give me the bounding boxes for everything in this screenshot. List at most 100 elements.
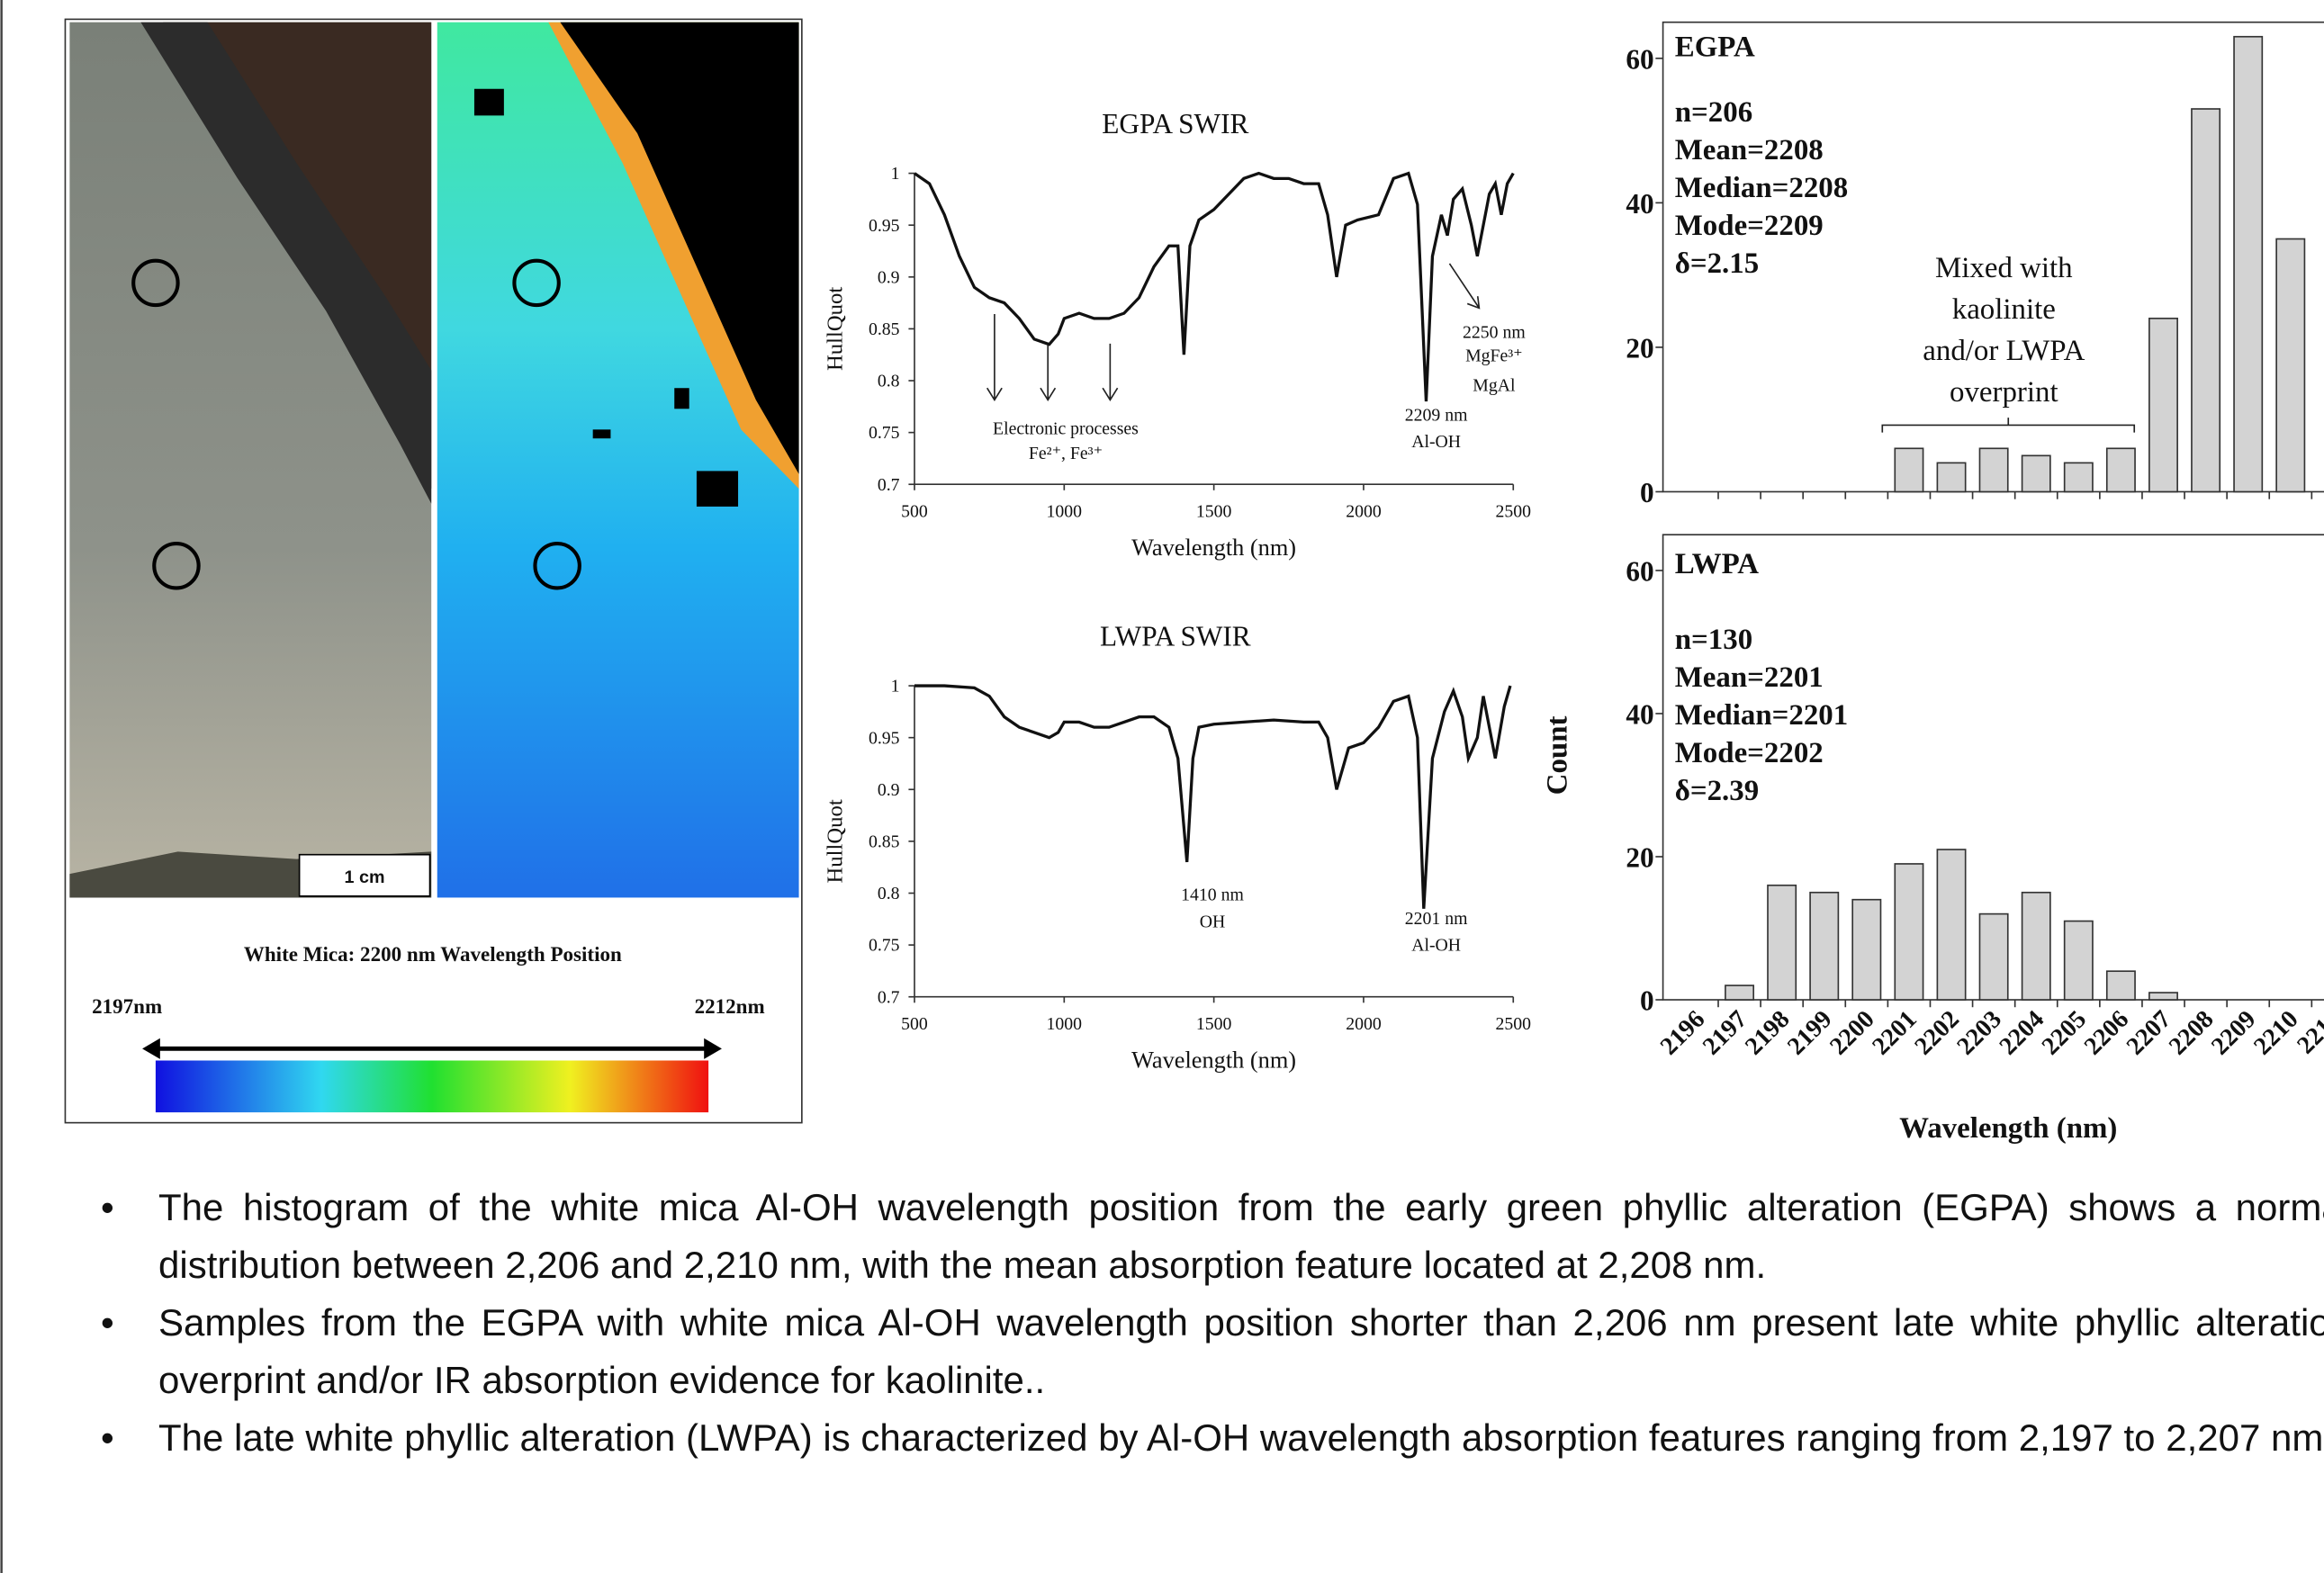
y-tick-label: 0.85 [869,319,900,339]
stat-line: δ=2.39 [1675,775,1759,807]
y-tick-label: 60 [1626,43,1653,75]
x-tick-label: 2211 [2292,1005,2324,1059]
x-axis-label: Wavelength (nm) [1899,1112,2117,1145]
colorbar-min: 2197nm [92,994,162,1018]
x-tick-label: 1000 [1047,501,1083,521]
x-tick-label: 2199 [1782,1005,1837,1060]
chart-title: EGPA [1675,31,1755,64]
y-tick-label: 0.95 [869,216,900,236]
y-tick-label: 0.85 [869,831,900,851]
stat-line: Mode=2202 [1675,737,1824,769]
x-tick-label: 2000 [1346,1014,1382,1034]
bar [2063,462,2094,493]
x-tick-label: 2208 [2164,1005,2219,1060]
y-tick-label: 0.8 [878,884,900,903]
annotation: and/or LWPA [1923,335,2085,367]
annotation: 2201 nm [1405,909,1468,929]
y-tick-label: 20 [1626,842,1653,874]
stat-line: Median=2201 [1675,699,1848,732]
x-tick-label: 500 [901,501,928,521]
annotation: Al-OH [1411,432,1461,452]
x-tick-label: 2197 [1698,1005,1752,1060]
y-tick-label: 0.95 [869,728,900,748]
x-tick-label: 1500 [1196,501,1232,521]
annotation: kaolinite [1952,293,2056,326]
bar [2021,891,2051,1001]
bar [1894,863,1924,1001]
annotation: Al-OH [1411,936,1461,956]
y-axis-label: HullQuot [823,287,847,371]
y-axis-label: HullQuot [823,799,847,883]
x-tick-label: 2198 [1740,1005,1795,1060]
annotation: Mixed with [1935,252,2073,284]
bar [2021,454,2051,493]
y-tick-label: 0.7 [878,475,900,495]
x-tick-label: 1000 [1047,1014,1083,1034]
y-axis-label: Count [1542,716,1574,795]
stat-line: n=130 [1675,624,1752,656]
bar [1809,891,1840,1001]
bar [2105,970,2136,1001]
y-tick-label: 40 [1626,698,1653,730]
annotation: MgFe³⁺ [1465,346,1523,366]
annotation: 2209 nm [1405,405,1468,425]
x-tick-label: 2205 [2037,1005,2092,1060]
bullet: Samples from the EGPA with white mica Al… [101,1294,2324,1409]
bar [1894,447,1924,493]
bullet: The histogram of the white mica Al-OH wa… [101,1179,2324,1294]
bar [2233,35,2264,493]
x-tick-label: 2207 [2121,1005,2176,1060]
bar [1851,898,1882,1001]
stat-line: δ=2.15 [1675,247,1759,280]
y-tick-label: 1 [891,677,900,697]
x-tick-label: 2204 [1995,1005,2049,1060]
bar [1978,447,2009,493]
y-tick-label: 0 [1640,477,1654,508]
y-tick-label: 0 [1640,985,1654,1017]
y-tick-label: 0.9 [878,267,900,287]
x-tick-label: 2202 [1909,1005,1964,1060]
stat-line: Mode=2209 [1675,210,1824,242]
annotation: overprint [1950,376,2058,409]
y-tick-label: 20 [1626,332,1653,364]
bar [2148,992,2178,1001]
y-tick-label: 0.75 [869,423,900,443]
y-tick-label: 0.8 [878,372,900,391]
y-tick-label: 0.7 [878,987,900,1007]
colorbar-max: 2212nm [695,994,765,1018]
x-tick-label: 2206 [2079,1005,2134,1060]
wavelength-map [437,22,799,898]
annotation: MgAl [1473,376,1516,396]
bar [1936,849,1967,1001]
chart-title: LWPA SWIR [1100,621,1251,652]
chart-title: LWPA [1675,548,1760,580]
y-tick-label: 1 [891,164,900,184]
x-tick-label: 2500 [1496,1014,1532,1034]
colorbar [155,1060,709,1113]
y-tick-label: 60 [1626,555,1653,587]
stat-line: Median=2208 [1675,172,1848,204]
bar [1767,884,1797,1001]
x-tick-label: 500 [901,1014,928,1034]
stat-line: Mean=2208 [1675,134,1824,166]
annotation: OH [1200,912,1226,931]
chart-title: EGPA SWIR [1102,108,1248,139]
spectrum-line [914,171,1515,402]
y-tick-label: 40 [1626,188,1653,220]
bar [2275,238,2306,493]
x-axis-label: Wavelength (nm) [1131,1047,1296,1074]
bar [1936,462,1967,493]
bar [2063,920,2094,1001]
scale-bar-label: 1 cm [345,867,385,887]
x-tick-label: 1500 [1196,1014,1232,1034]
stat-line: n=206 [1675,96,1752,129]
x-axis-label: Wavelength (nm) [1131,535,1296,561]
annotation: 2250 nm [1463,322,1526,342]
stat-line: Mean=2201 [1675,661,1824,694]
bar [1978,912,2009,1001]
x-tick-label: 2210 [2248,1005,2303,1060]
annotation: 1410 nm [1181,885,1244,905]
rock-photo [69,22,432,898]
x-tick-label: 2209 [2206,1005,2261,1060]
